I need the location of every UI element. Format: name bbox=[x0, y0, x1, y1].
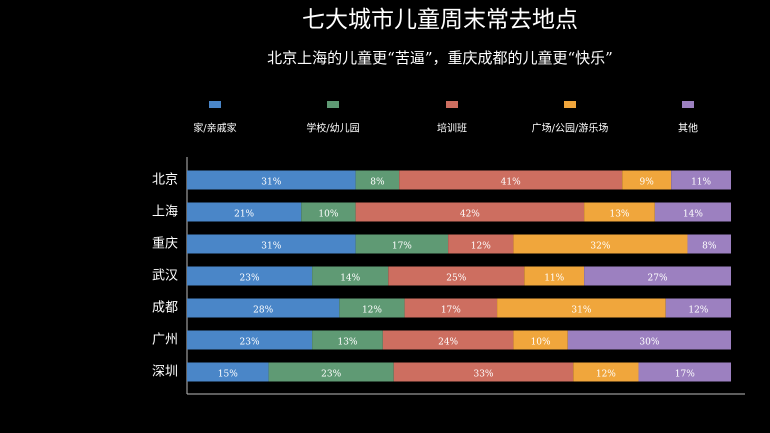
data-label: 9% bbox=[640, 178, 655, 188]
chart-subtitle: 北京上海的儿童更“苦逼”，重庆成都的儿童更“快乐” bbox=[267, 49, 613, 67]
data-label: 23% bbox=[240, 338, 260, 348]
data-label: 10% bbox=[318, 210, 338, 220]
bar-segment bbox=[399, 170, 623, 190]
data-label: 31% bbox=[261, 178, 281, 188]
bar-segment bbox=[301, 202, 356, 222]
data-label: 12% bbox=[688, 306, 708, 316]
data-label: 13% bbox=[609, 210, 629, 220]
bar-segment bbox=[312, 266, 389, 286]
data-label: 24% bbox=[438, 338, 458, 348]
data-label: 25% bbox=[446, 274, 466, 284]
y-tick-label: 上海 bbox=[152, 205, 178, 220]
y-tick-label: 北京 bbox=[152, 173, 178, 188]
data-label: 8% bbox=[370, 178, 385, 188]
data-label: 13% bbox=[337, 338, 357, 348]
data-label: 11% bbox=[544, 274, 564, 284]
bar-segment bbox=[187, 266, 313, 286]
bar-segment bbox=[573, 362, 639, 382]
data-label: 41% bbox=[501, 178, 521, 188]
bar-segment bbox=[654, 202, 731, 222]
legend-swatch bbox=[682, 101, 694, 108]
data-label: 8% bbox=[702, 242, 717, 252]
bar-segment bbox=[355, 170, 400, 190]
data-label: 23% bbox=[321, 370, 341, 380]
data-label: 28% bbox=[253, 306, 273, 316]
data-label: 33% bbox=[473, 370, 493, 380]
bar-segment bbox=[497, 298, 666, 318]
legend-label: 学校/幼儿园 bbox=[306, 122, 359, 135]
bar-segment bbox=[671, 170, 731, 190]
bar-segment bbox=[584, 202, 655, 222]
data-label: 15% bbox=[218, 370, 238, 380]
bar-segment bbox=[513, 234, 688, 254]
bar-segment bbox=[448, 234, 514, 254]
data-label: 32% bbox=[590, 242, 610, 252]
bar-segment bbox=[513, 330, 568, 350]
bar-segment bbox=[404, 298, 498, 318]
bar-segment bbox=[355, 234, 449, 254]
data-label: 42% bbox=[460, 210, 480, 220]
bar-segment bbox=[268, 362, 394, 382]
y-tick-label: 武汉 bbox=[152, 269, 178, 284]
legend-swatch bbox=[564, 101, 576, 108]
bar-segment bbox=[187, 234, 356, 254]
data-label: 21% bbox=[234, 210, 254, 220]
legend-swatch bbox=[327, 101, 339, 108]
data-label: 17% bbox=[675, 370, 695, 380]
legend-label: 其他 bbox=[678, 122, 698, 135]
data-label: 14% bbox=[683, 210, 703, 220]
bar-segment bbox=[388, 266, 525, 286]
bar-segment bbox=[638, 362, 731, 382]
data-label: 17% bbox=[441, 306, 461, 316]
y-tick-label: 成都 bbox=[152, 301, 178, 316]
bar-segment bbox=[687, 234, 731, 254]
bar-segment bbox=[382, 330, 514, 350]
bar-segment bbox=[339, 298, 405, 318]
data-label: 11% bbox=[691, 178, 711, 188]
data-label: 14% bbox=[340, 274, 360, 284]
data-label: 12% bbox=[596, 370, 616, 380]
bar-segment bbox=[567, 330, 731, 350]
data-label: 17% bbox=[392, 242, 412, 252]
bar-segment bbox=[312, 330, 383, 350]
bar-segment bbox=[524, 266, 585, 286]
y-tick-label: 重庆 bbox=[152, 236, 178, 252]
y-tick-label: 广州 bbox=[152, 333, 178, 348]
legend-swatch bbox=[446, 101, 458, 108]
legend-swatch bbox=[209, 101, 221, 108]
data-label: 12% bbox=[362, 306, 382, 316]
bar-segment bbox=[584, 266, 731, 286]
data-label: 31% bbox=[571, 306, 591, 316]
bar-segment bbox=[355, 202, 585, 222]
y-tick-label: 深圳 bbox=[152, 365, 178, 380]
bar-segment bbox=[187, 330, 313, 350]
bar-segment bbox=[622, 170, 672, 190]
bar-segment bbox=[187, 298, 340, 318]
data-label: 10% bbox=[531, 338, 551, 348]
data-label: 12% bbox=[471, 242, 491, 252]
bar-segment bbox=[187, 170, 356, 190]
bar-segment bbox=[187, 362, 269, 382]
data-label: 30% bbox=[639, 338, 659, 348]
data-label: 23% bbox=[240, 274, 260, 284]
bar-segment bbox=[665, 298, 731, 318]
data-label: 31% bbox=[261, 242, 281, 252]
bar-segment bbox=[393, 362, 574, 382]
chart-title: 七大城市儿童周末常去地点 bbox=[302, 7, 578, 33]
bar-segment bbox=[187, 202, 302, 222]
legend-label: 广场/公园/游乐场 bbox=[532, 122, 609, 135]
legend-label: 家/亲戚家 bbox=[193, 122, 236, 135]
data-label: 27% bbox=[648, 274, 668, 284]
legend-label: 培训班 bbox=[437, 122, 467, 135]
